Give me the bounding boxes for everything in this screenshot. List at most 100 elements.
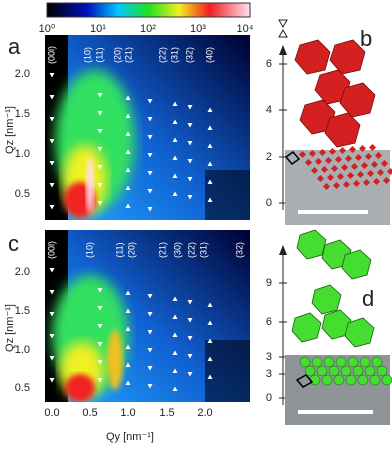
y-axis-a: 0.5 1.0 1.5 2.0 Qz [nm⁻¹]	[4, 68, 30, 200]
lattice-site	[340, 365, 352, 377]
lattice-site	[347, 356, 359, 368]
lattice-site	[335, 356, 347, 368]
marker	[97, 378, 103, 383]
scale-label: 0	[266, 197, 272, 209]
y-axis-label: Qz [nm⁻¹]	[4, 106, 16, 154]
scale-label: 3	[266, 351, 272, 363]
peak-label: (21)	[157, 242, 167, 258]
marker	[172, 173, 178, 178]
marker	[172, 101, 178, 106]
marker	[49, 117, 55, 122]
lattice-site	[324, 156, 333, 165]
marker	[125, 131, 131, 136]
marker	[207, 197, 213, 202]
marker	[125, 326, 131, 331]
marker	[49, 312, 55, 317]
marker	[125, 149, 131, 154]
marker	[187, 123, 193, 128]
marker	[147, 384, 153, 389]
lattice-site	[322, 182, 331, 191]
marker	[49, 378, 55, 383]
peak-label: (31)	[169, 47, 179, 63]
marker	[97, 201, 103, 206]
lattice-site	[338, 146, 347, 155]
peak-label: (11)	[94, 47, 104, 62]
marker	[187, 336, 193, 341]
marker	[207, 125, 213, 130]
marker	[172, 296, 178, 301]
marker	[147, 153, 153, 158]
marker	[207, 302, 213, 307]
lattice-site	[304, 365, 316, 377]
peak-label: (22)	[157, 47, 167, 63]
peak-label: (10)	[84, 242, 94, 258]
lattice-site	[358, 144, 367, 153]
marker	[49, 290, 55, 295]
marker	[207, 107, 213, 112]
lattice-site	[381, 374, 392, 386]
peak-label: (32)	[184, 47, 194, 63]
marker	[187, 159, 193, 164]
lattice-site	[316, 365, 328, 377]
lattice-site	[370, 160, 379, 169]
peak-label: (20)	[126, 242, 136, 258]
lattice-site	[344, 154, 353, 163]
marker	[187, 300, 193, 305]
scale-label: 6	[266, 58, 272, 70]
colorbar-label: 10³	[190, 23, 206, 35]
x-axis-label: Qy [nm⁻¹]	[106, 431, 154, 443]
peak-label: (21)	[123, 47, 133, 63]
lattice-site	[336, 172, 345, 181]
scale-label: 9	[266, 277, 272, 289]
lattice-site	[374, 151, 383, 160]
marker	[147, 366, 153, 371]
lattice-site	[328, 365, 340, 377]
marker	[187, 105, 193, 110]
marker	[207, 356, 213, 361]
marker	[147, 312, 153, 317]
marker	[147, 207, 153, 212]
peak-label: (20)	[112, 47, 122, 63]
lattice-site	[314, 157, 323, 166]
marker	[125, 95, 131, 100]
x-tick-label: 0.5	[82, 407, 97, 419]
scale-label: 4	[266, 104, 272, 116]
lattice-site	[316, 174, 325, 183]
marker	[187, 354, 193, 359]
y-tick-label: 1.0	[15, 344, 30, 356]
lattice-site	[328, 147, 337, 156]
scale-b: 0 2 4 6	[266, 19, 288, 210]
lattice-site	[321, 374, 333, 386]
lattice-site	[362, 178, 371, 187]
peak-label: (40)	[204, 47, 214, 63]
marker	[97, 306, 103, 311]
lattice-site	[318, 148, 327, 157]
marker	[125, 362, 131, 367]
marker	[49, 73, 55, 78]
lattice-site	[380, 159, 389, 168]
marker	[125, 203, 131, 208]
lattice-site	[364, 152, 373, 161]
peak-label: (00l)	[46, 46, 56, 64]
lattice-site	[334, 155, 343, 164]
scale-label: 0	[266, 392, 272, 404]
lattice-site	[330, 164, 339, 173]
marker	[49, 205, 55, 210]
marker	[97, 93, 103, 98]
marker	[97, 288, 103, 293]
peak-label: (31)	[198, 242, 208, 258]
marker	[97, 342, 103, 347]
marker	[97, 111, 103, 116]
marker	[97, 165, 103, 170]
lattice-site	[332, 181, 341, 190]
marker	[147, 117, 153, 122]
peak-label: (32)	[234, 242, 244, 258]
lattice-site	[382, 176, 391, 185]
lattice-site	[354, 153, 363, 162]
marker	[172, 191, 178, 196]
lattice-site	[298, 150, 307, 159]
marker	[187, 318, 193, 323]
marker	[172, 119, 178, 124]
peak-labels-a: (00l) (10) (11) (20) (21) (22) (31) (32) (40)	[46, 46, 214, 64]
